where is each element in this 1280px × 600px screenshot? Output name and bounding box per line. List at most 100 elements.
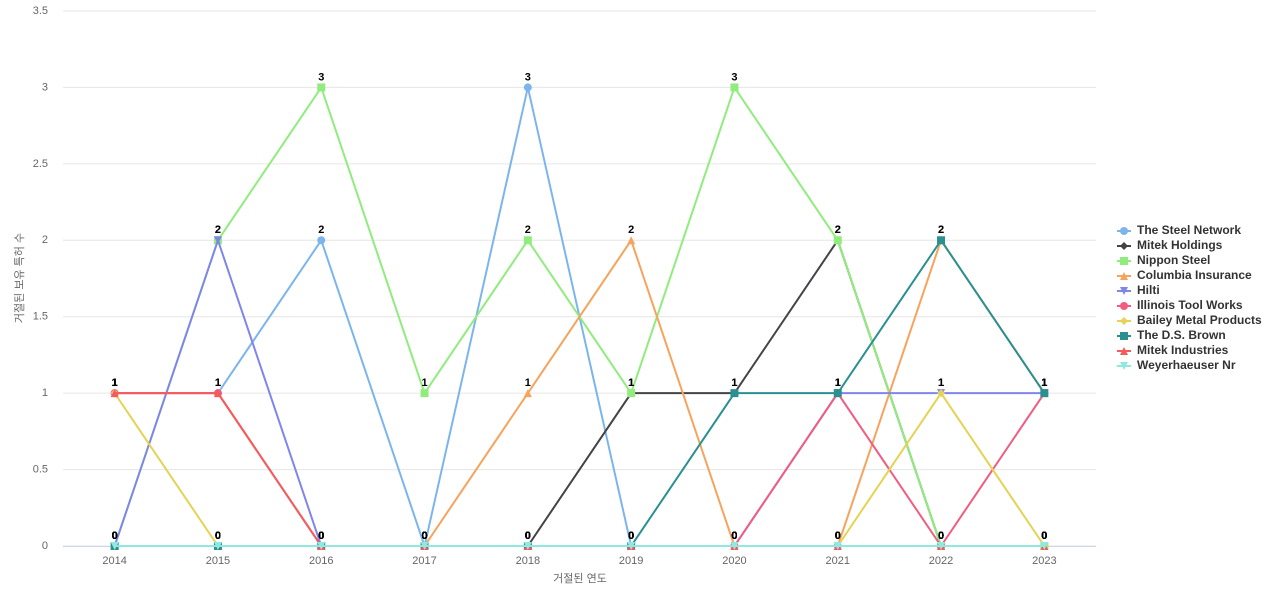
data-label: 0 <box>1041 530 1047 542</box>
marker <box>730 542 739 550</box>
legend-label: Mitek Holdings <box>1137 238 1223 252</box>
marker <box>420 542 429 550</box>
data-label: 0 <box>938 530 944 542</box>
data-label: 0 <box>1041 530 1047 542</box>
y-axis-title: 거절된 보유 특허 수 <box>13 233 26 323</box>
data-label: 0 <box>421 530 427 542</box>
data-label: 0 <box>525 530 531 542</box>
data-label: 0 <box>1041 530 1047 542</box>
x-tick-label: 2022 <box>929 555 953 567</box>
data-label: 0 <box>525 530 531 542</box>
legend-label: Weyerhaeuser Nr <box>1137 358 1236 372</box>
data-label: 2 <box>215 224 221 236</box>
marker <box>523 83 532 92</box>
x-tick-label: 2017 <box>412 555 436 567</box>
marker <box>213 542 222 550</box>
data-label: 1 <box>1041 377 1047 389</box>
data-label: 0 <box>421 530 427 542</box>
x-tick-label: 2015 <box>206 555 230 567</box>
data-label: 1 <box>215 377 221 389</box>
marker <box>317 542 326 550</box>
data-label: 0 <box>215 530 221 542</box>
x-tick-label: 2016 <box>309 555 333 567</box>
marker <box>627 389 636 398</box>
data-label: 0 <box>628 530 634 542</box>
data-label: 1 <box>215 377 221 389</box>
data-label: 0 <box>731 530 737 542</box>
marker <box>213 389 222 398</box>
x-tick-label: 2019 <box>619 555 643 567</box>
data-label: 1 <box>1041 377 1047 389</box>
marker <box>1120 332 1128 340</box>
data-label: 0 <box>421 530 427 542</box>
data-label: 0 <box>112 530 118 542</box>
data-label: 1 <box>112 377 118 389</box>
data-label: 0 <box>318 530 324 542</box>
data-label: 0 <box>215 530 221 542</box>
y-tick-label: 2 <box>42 234 48 246</box>
data-label: 1 <box>731 377 737 389</box>
data-label: 1 <box>938 377 944 389</box>
marker <box>110 542 119 550</box>
marker <box>833 236 842 245</box>
data-label: 0 <box>1041 530 1047 542</box>
data-label: 0 <box>421 530 427 542</box>
y-tick-label: 1 <box>42 387 48 399</box>
y-tick-label: 1.5 <box>33 311 48 323</box>
marker <box>833 542 842 550</box>
x-tick-label: 2014 <box>102 555 126 567</box>
data-label: 0 <box>1041 530 1047 542</box>
data-label: 0 <box>525 530 531 542</box>
y-tick-label: 2.5 <box>33 158 48 170</box>
data-label: 0 <box>112 530 118 542</box>
marker <box>523 389 532 398</box>
legend-item: Mitek Industries <box>1117 343 1229 357</box>
marker <box>627 542 636 550</box>
data-label: 1 <box>628 377 634 389</box>
legend-label: Nippon Steel <box>1137 253 1210 267</box>
data-label: 2 <box>835 224 841 236</box>
legend-label: The Steel Network <box>1137 223 1241 237</box>
data-label: 0 <box>731 530 737 542</box>
legend-item: Weyerhaeuser Nr <box>1117 358 1236 372</box>
data-label: 0 <box>938 530 944 542</box>
marker <box>1120 242 1128 250</box>
data-label: 0 <box>628 530 634 542</box>
series <box>110 542 1049 550</box>
legend-item: Nippon Steel <box>1117 253 1210 267</box>
marker <box>1120 317 1128 325</box>
marker <box>937 542 946 550</box>
data-label: 0 <box>835 530 841 542</box>
y-tick-label: 3.5 <box>33 5 48 17</box>
data-label: 0 <box>318 530 324 542</box>
data-label: 0 <box>938 530 944 542</box>
data-label: 1 <box>421 377 427 389</box>
marker <box>1120 362 1128 370</box>
data-label: 0 <box>628 530 634 542</box>
data-label: 0 <box>525 530 531 542</box>
data-label: 0 <box>525 530 531 542</box>
data-label: 1 <box>1041 377 1047 389</box>
x-tick-label: 2018 <box>516 555 540 567</box>
data-label: 1 <box>835 377 841 389</box>
x-axis-title: 거절된 연도 <box>553 572 607 585</box>
y-tick-label: 0.5 <box>33 463 48 475</box>
legend-item: Bailey Metal Products <box>1117 313 1262 327</box>
data-label: 0 <box>731 530 737 542</box>
data-label: 1 <box>835 377 841 389</box>
data-label: 0 <box>628 530 634 542</box>
data-label: 2 <box>938 224 944 236</box>
data-label: 3 <box>731 71 737 83</box>
data-label: 2 <box>628 224 634 236</box>
data-label: 1 <box>525 377 531 389</box>
legend-label: Columbia Insurance <box>1137 268 1252 282</box>
x-tick-label: 2021 <box>826 555 850 567</box>
marker <box>627 236 636 245</box>
marker <box>317 83 326 92</box>
legend-item: The Steel Network <box>1117 223 1241 237</box>
legend-label: Hilti <box>1137 283 1160 297</box>
marker <box>1120 302 1128 310</box>
data-label: 2 <box>835 224 841 236</box>
data-label: 0 <box>628 530 634 542</box>
marker <box>110 389 119 398</box>
